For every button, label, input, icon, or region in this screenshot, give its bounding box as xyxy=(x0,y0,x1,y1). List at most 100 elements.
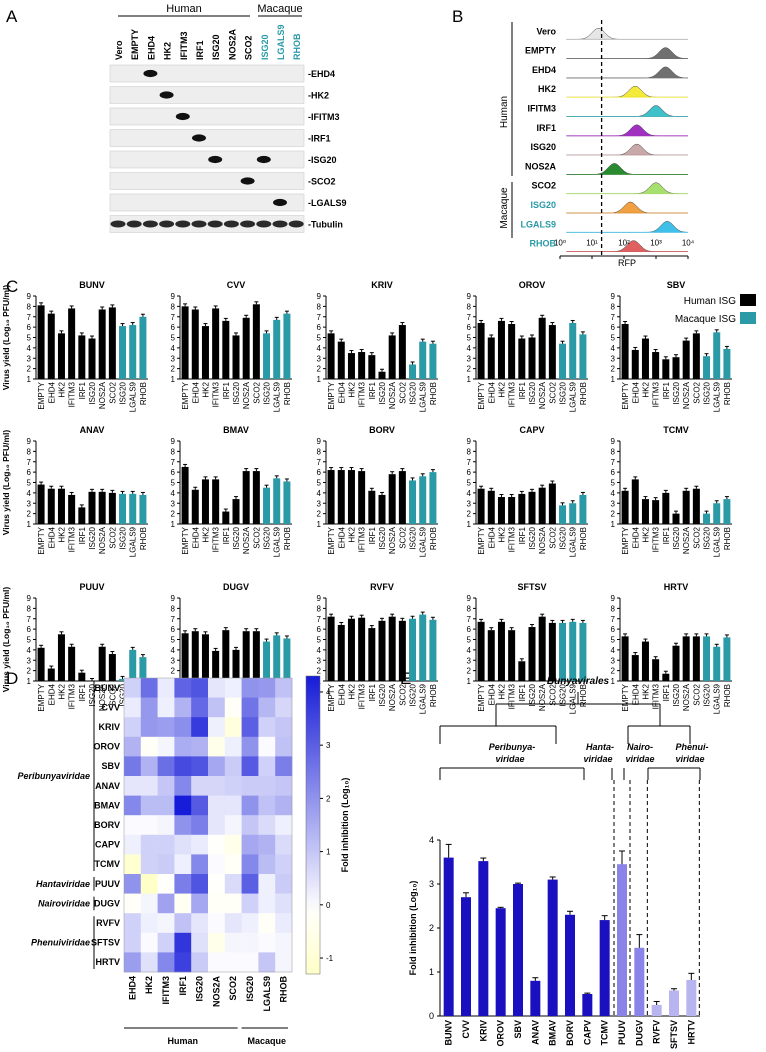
y-tick-label: 8 xyxy=(27,447,32,456)
x-tick-label: SBV xyxy=(513,1020,523,1039)
bar xyxy=(528,491,536,524)
bar xyxy=(477,621,485,681)
bar xyxy=(98,491,106,524)
y-tick-label: 1 xyxy=(171,520,176,529)
y-tick-label: 3 xyxy=(467,354,472,363)
heatmap-cell xyxy=(124,893,142,914)
y-tick-label: 3 xyxy=(467,656,472,665)
heatmap-cell xyxy=(157,717,175,738)
y-tick-label: 4 xyxy=(317,489,322,498)
bar xyxy=(621,490,629,524)
y-axis-label: Virus yield (Log₁₀ PFU/ml) xyxy=(1,285,11,391)
heatmap-col-label: IFITM3 xyxy=(161,976,171,1005)
bar xyxy=(242,631,250,681)
bar xyxy=(429,619,437,681)
heatmap-cell xyxy=(258,736,276,757)
heatmap-cell xyxy=(241,893,259,914)
panel-letter-d: D xyxy=(6,669,18,688)
bar xyxy=(201,479,209,524)
heatmap-col-label: RHOB xyxy=(279,976,289,1003)
bar xyxy=(495,908,506,1016)
bar xyxy=(222,320,230,379)
chart-title: SBV xyxy=(667,280,686,290)
heatmap-cell xyxy=(191,913,209,934)
x-tick-label: RHOB xyxy=(579,382,588,405)
blot-antibody-label: -SCO2 xyxy=(308,177,336,187)
y-tick-label: 3 xyxy=(171,499,176,508)
y-tick-label: 3 xyxy=(317,656,322,665)
x-tick-label: LGALS9 xyxy=(713,526,722,557)
bar xyxy=(569,322,577,379)
heatmap-col-label: SCO2 xyxy=(228,976,238,1001)
y-tick-label: 4 xyxy=(611,646,616,655)
heatmap-cell xyxy=(258,874,276,894)
x-tick-label: EMPTY xyxy=(327,683,336,711)
x-tick-label: HRTV xyxy=(686,1020,696,1045)
bar xyxy=(487,630,495,681)
x-tick-label: IFITM3 xyxy=(212,526,221,552)
chart-title: DUGV xyxy=(223,582,249,592)
bar xyxy=(68,494,76,524)
bar xyxy=(508,324,516,379)
bar xyxy=(634,947,645,1016)
bar xyxy=(692,488,700,524)
blot-group-macaque: Macaque xyxy=(257,3,302,15)
y-tick-label: 2 xyxy=(611,667,616,676)
x-tick-label: EHD4 xyxy=(487,683,496,705)
blot-band xyxy=(272,220,288,228)
y-tick-label: 6 xyxy=(611,468,616,477)
heatmap-cell xyxy=(191,815,209,836)
y-tick-label: 1 xyxy=(467,375,472,384)
bar xyxy=(429,472,437,524)
heatmap-cell xyxy=(191,776,209,796)
bar xyxy=(599,920,610,1016)
y-tick-label: 7 xyxy=(611,313,616,322)
panel-letter-c: C xyxy=(6,277,18,296)
heatmap-cell xyxy=(224,736,242,757)
heatmap-cell xyxy=(157,678,175,698)
y-tick-label: 5 xyxy=(27,636,32,645)
y-tick-label: 9 xyxy=(27,437,32,446)
x-tick-label: SCO2 xyxy=(692,526,701,548)
heatmap-cell xyxy=(208,717,226,738)
x-tick-label: NOS2A xyxy=(98,381,107,409)
heatmap-cell xyxy=(140,893,158,914)
histogram-peak xyxy=(566,124,688,137)
blot-lane-label: IRF1 xyxy=(195,40,205,60)
y-tick-label: 5 xyxy=(317,636,322,645)
bar xyxy=(242,317,250,379)
chart-title: HRTV xyxy=(664,582,689,592)
heatmap-cell xyxy=(208,697,226,718)
legend-human-label: Human ISG xyxy=(684,296,736,307)
bar xyxy=(273,478,281,524)
x-tick-label: HK2 xyxy=(201,381,210,397)
heatmap-cell xyxy=(241,874,259,894)
column-group-label: Human xyxy=(168,1036,199,1046)
bar xyxy=(429,343,437,379)
family-label: Nairoviridae xyxy=(38,898,90,908)
heatmap-cell xyxy=(191,874,209,894)
heatmap-cell xyxy=(191,678,209,698)
bar xyxy=(672,357,680,379)
bar xyxy=(57,488,65,524)
x-tick-label: SCO2 xyxy=(548,381,557,403)
heatmap-cell xyxy=(241,795,259,816)
x-tick-label: ISG20 xyxy=(232,381,241,404)
clade-label: viridae xyxy=(625,754,654,764)
x-tick-label: NOS2A xyxy=(242,381,251,409)
bar xyxy=(78,672,86,681)
y-tick-label: 8 xyxy=(27,604,32,613)
y-tick-label: 2 xyxy=(429,923,434,933)
bar xyxy=(119,493,127,524)
y-tick-label: 3 xyxy=(611,656,616,665)
bar xyxy=(78,507,86,524)
y-tick-label: 3 xyxy=(27,499,32,508)
heatmap-cell xyxy=(275,815,293,836)
x-tick-label: RHOB xyxy=(579,527,588,550)
blot-band xyxy=(208,155,223,164)
y-tick-label: 3 xyxy=(611,354,616,363)
heatmap-cell xyxy=(224,854,242,875)
y-tick-label: 7 xyxy=(317,615,322,624)
bar xyxy=(139,657,147,681)
